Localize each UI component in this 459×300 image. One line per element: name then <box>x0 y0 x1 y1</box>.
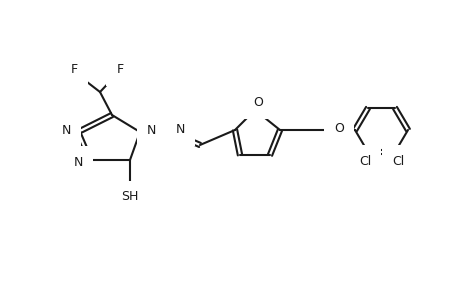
Text: SH: SH <box>121 190 138 203</box>
Text: N: N <box>73 155 83 169</box>
Text: N: N <box>62 124 71 136</box>
Text: F: F <box>116 62 123 76</box>
Text: Cl: Cl <box>391 154 403 167</box>
Text: N: N <box>147 124 156 136</box>
Text: O: O <box>333 122 343 134</box>
Text: N: N <box>176 122 185 136</box>
Text: F: F <box>70 62 78 76</box>
Text: O: O <box>252 95 263 109</box>
Text: Cl: Cl <box>358 154 370 167</box>
